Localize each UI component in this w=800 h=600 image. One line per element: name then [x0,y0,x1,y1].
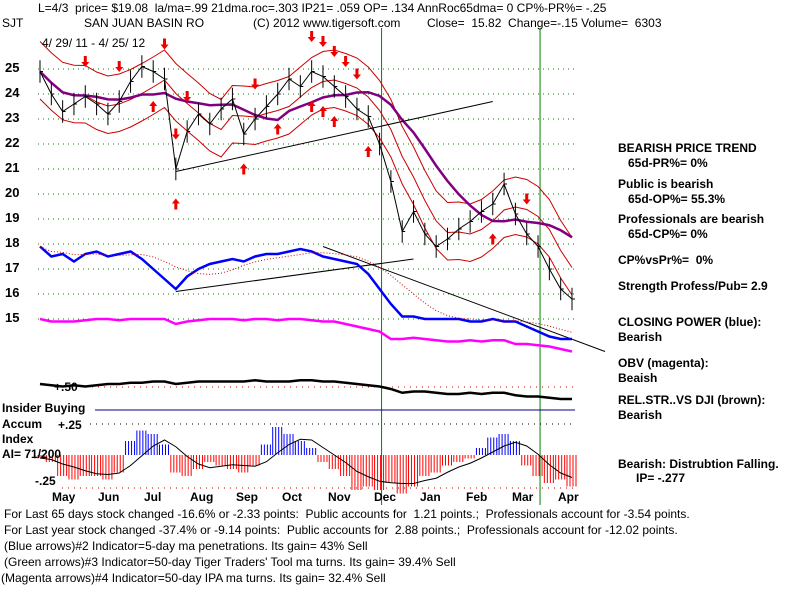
x-tick-label: Jan [420,490,441,504]
sell-arrow-icon [183,91,192,102]
y-tick-label: 24 [5,85,20,100]
sell-arrow-icon [330,46,339,57]
buy-arrow-icon [171,198,180,210]
relstr-line [39,378,572,401]
sell-arrow-icon [341,56,350,67]
buy-arrow-icon [273,123,282,135]
buy-arrow-icon [488,233,497,245]
x-tick-label: Nov [328,490,351,504]
copyright: (C) 2012 www.tigersoft.com [253,16,401,30]
obv-label: OBV (magenta): [618,356,709,370]
cp-value: 65d-CP%= 0% [628,227,708,241]
minus25-label: -.25 [35,474,56,488]
sell-arrow-icon [81,56,90,67]
y-tick-label: 18 [5,235,20,250]
ip-value: IP= -.277 [636,471,686,485]
y-tick-label: 23 [5,110,20,125]
sell-arrow-icon [522,193,531,205]
y-tick-label: 17 [5,260,20,275]
ai-value: AI= 71/200 [2,447,62,461]
insider-buying-label: Insider Buying [2,401,86,415]
price-line [39,65,573,300]
footer-blue-arrows: (Blue arrows)#2 Indicator=5-day ma penet… [4,539,368,553]
date-range: 4/ 29/ 11 - 4/ 25/ 12 [42,36,146,50]
price-trend: BEARISH PRICE TREND [618,141,757,155]
ma50-line [39,70,573,239]
professionals-status: Professionals are bearish [618,212,765,226]
sell-arrow-icon [171,128,180,140]
accum-label: Accum [2,417,43,431]
x-tick-label: Apr [558,490,579,504]
quote: Close= 15.82 Change=-.15 Volume= 6303 [427,16,662,30]
y-tick-label: 21 [5,160,20,175]
x-tick-label: Feb [466,490,488,504]
company-name: SAN JUAN BASIN RO [84,16,205,30]
x-tick-label: Sep [236,490,259,504]
x-tick-label: Aug [190,490,214,504]
y-tick-label: 15 [5,310,20,325]
footer-magenta-arrows: (Magenta arrows)#4 Indicator=50-day IPA … [1,571,386,585]
sell-arrow-icon [160,38,169,50]
footer-green-arrows: (Green arrows)#3 Indicator=50-day Tiger … [4,555,456,569]
x-tick-label: Oct [282,490,303,504]
footer-65day: For Last 65 days stock changed -16.6% or… [4,507,690,521]
sell-arrow-icon [352,68,361,80]
public-status: Public is bearish [618,177,714,191]
closing-power-value: Bearish [618,330,663,344]
closing-power-label: CLOSING POWER (blue): [618,315,762,329]
x-tick-label: May [52,490,76,504]
x-tick-label: Dec [374,490,397,504]
y-tick-label: 19 [5,210,20,225]
y-tick-label: 20 [5,185,20,200]
x-tick-label: Jun [98,490,120,504]
cp-trendline [175,258,414,292]
closing-power-line [39,245,572,341]
buy-arrow-icon [330,116,339,127]
closing-power-ma [39,246,573,333]
relstr-label: REL.STR..VS DJI (brown): [618,393,766,407]
cp-vs-pr: CP%vsPr%= 0% [618,253,714,267]
x-tick-label: Mar [512,490,534,504]
obv-line [39,317,573,353]
x-tick-label: Jul [144,490,162,504]
relstr-value: Bearish [618,408,663,422]
plus25-label: +.25 [58,418,82,432]
buy-arrow-icon [307,101,316,112]
sell-arrow-icon [251,78,260,90]
buy-arrow-icon [239,163,248,175]
buy-arrow-icon [364,146,373,157]
pr-value: 65d-PR%= 0% [628,156,708,170]
buy-arrow-icon [318,106,327,117]
upper-band [39,41,573,238]
y-tick-label: 25 [5,60,20,75]
distribution-status: Bearish: Distrubtion Falling. [618,457,779,471]
y-tick-label: 22 [5,135,20,150]
footer-year: For Last year stock changed -37.4% or -9… [4,523,678,537]
index-label: Index [2,432,34,446]
lower-band [39,98,573,296]
ticker: SJT [2,16,24,30]
op-value: 65d-OP%= 55.3% [628,192,726,206]
buy-arrow-icon [149,101,158,112]
sell-arrow-icon [318,36,327,47]
sell-arrow-icon [307,31,316,42]
obv-value: Beaish [618,371,658,385]
y-tick-label: 16 [5,285,20,300]
short-ma [39,71,573,268]
strength: Strength Profess/Pub= 2.9 [618,279,768,293]
plus50-label: +.50 [54,380,78,394]
header-stats: L=4/3 price= $19.08 la/ma=.99 21dma.roc=… [38,1,607,15]
ai-ma-line [39,438,573,484]
price-trendline [175,101,493,172]
sell-arrow-icon [115,61,124,72]
cp-downtrend-line [322,246,606,352]
